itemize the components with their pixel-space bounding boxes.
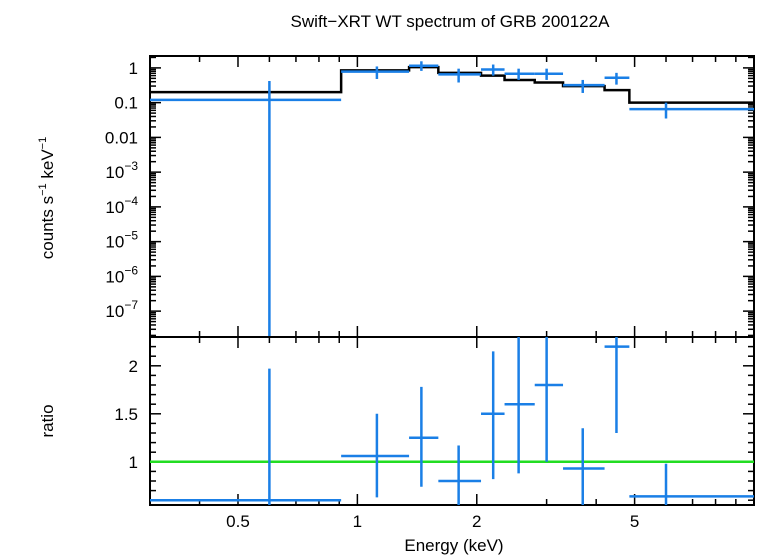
y-tick-label: 0.1 [114,94,138,113]
ratio-point [563,428,605,505]
data-point [604,72,630,85]
ratio-point [481,351,505,480]
spectrum-panel: 1 0.1 0.01 10−3 10−4 10−5 10−6 10−7 [105,55,755,338]
data-point [504,68,535,80]
ratio-frame [149,336,755,506]
ratio-panel: 0.5 1 2 5 1 1.5 2 [114,336,755,531]
x-tick-label: 1 [353,512,362,531]
y-tick-label: 10−7 [105,298,138,321]
y-tick-label: 10−5 [105,229,138,252]
data-point [438,68,482,83]
ratio-point [504,337,535,474]
ratio-point [534,337,564,462]
y-tick-label: 10−3 [105,159,138,182]
y-tick-label: 10−6 [105,263,138,286]
y-tick-label: 1.5 [114,405,138,424]
chart-title: Swift−XRT WT spectrum of GRB 200122A [291,12,611,31]
data-point [481,64,505,76]
ratio-point [409,386,439,487]
data-point [534,68,564,80]
spectrum-y-axis-label: counts s−1 keV−1 [37,137,57,259]
data-point [563,79,605,93]
ratio-point [341,413,410,498]
data-point [341,66,410,79]
x-tick-label: 0.5 [226,512,250,531]
data-point [150,80,342,337]
spectrum-frame [149,55,755,338]
y-tick-label: 1 [129,453,138,472]
y-tick-label: 1 [129,59,138,78]
x-tick-label: 2 [472,512,481,531]
model-step-line [150,65,754,104]
ratio-point [629,463,754,505]
ratio-point [438,445,482,505]
y-tick-label: 0.01 [105,128,138,147]
y-tick-label: 2 [129,357,138,376]
ratio-point [150,368,342,505]
ratio-point [604,337,630,433]
ratio-y-axis-label: ratio [38,404,57,437]
data-point [409,61,439,71]
y-tick-label: 10−4 [105,194,138,217]
x-axis-label: Energy (keV) [404,536,503,555]
data-point [629,102,754,119]
x-tick-label: 5 [630,512,639,531]
